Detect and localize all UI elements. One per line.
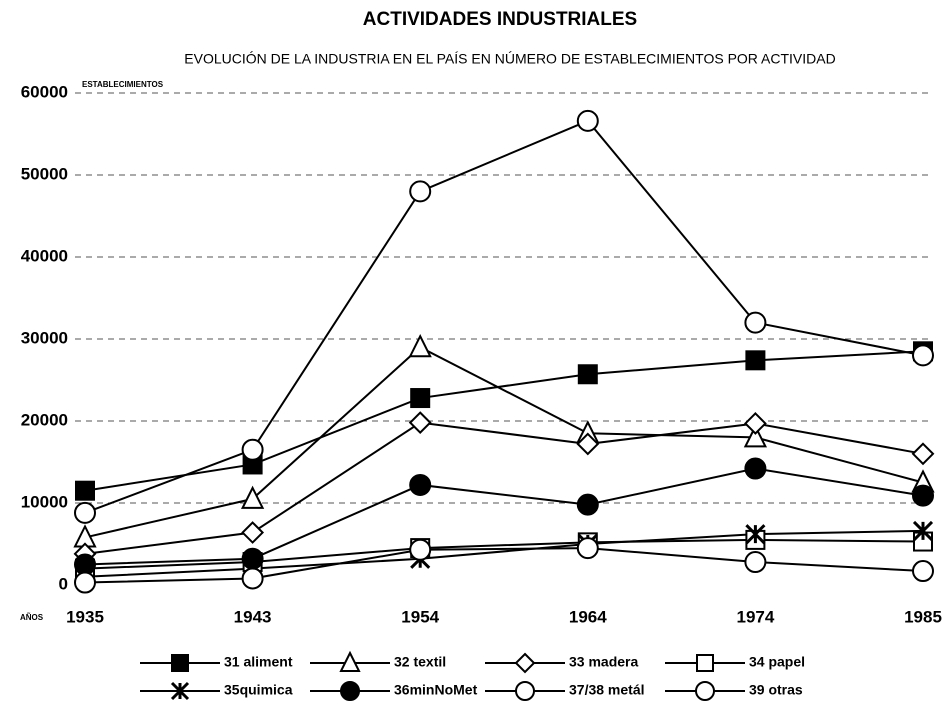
y-tick-label: 40000 — [21, 246, 68, 265]
marker — [744, 311, 767, 334]
marker — [912, 520, 934, 541]
marker — [514, 652, 536, 674]
series-line — [84, 345, 924, 539]
marker — [171, 654, 189, 672]
marker — [744, 457, 767, 480]
marker — [745, 350, 766, 371]
marker — [745, 524, 766, 545]
marker — [74, 501, 96, 524]
marker — [339, 650, 361, 672]
marker — [576, 109, 599, 132]
y-tick-label: 20000 — [21, 410, 68, 429]
y-tick-label: 50000 — [21, 164, 68, 183]
marker — [912, 484, 934, 507]
x-tick-label: 1985 — [904, 607, 942, 626]
x-tick-label: 1974 — [736, 607, 774, 626]
y-tick-label: 30000 — [21, 328, 68, 347]
marker — [577, 364, 598, 385]
marker — [743, 412, 767, 435]
legend-label: 34 papel — [749, 654, 805, 670]
x-axis-label: AÑOS — [20, 613, 44, 622]
legend-label: 35quimica — [224, 682, 293, 698]
marker — [241, 438, 264, 461]
marker — [912, 560, 934, 583]
marker — [911, 442, 935, 466]
chart-title: ACTIVIDADES INDUSTRIALES — [363, 9, 637, 30]
series-line — [84, 350, 924, 492]
y-tick-label: 10000 — [21, 492, 68, 511]
marker — [241, 547, 264, 570]
marker — [409, 538, 432, 561]
legend-label: 39 otras — [749, 682, 803, 698]
marker — [241, 521, 265, 544]
marker — [696, 654, 714, 672]
x-tick-label: 1943 — [234, 607, 272, 626]
marker — [695, 681, 715, 701]
marker — [744, 551, 767, 574]
marker — [743, 424, 768, 448]
marker — [340, 681, 360, 701]
series-line — [84, 547, 924, 584]
legend-label: 37/38 metál — [569, 682, 645, 698]
marker — [515, 681, 535, 701]
legend-label: 32 textil — [394, 654, 446, 670]
y-tick-label: 0 — [59, 574, 68, 593]
x-tick-label: 1935 — [66, 607, 104, 626]
chart-subtitle: EVOLUCIÓN DE LA INDUSTRIA EN EL PAÍS EN … — [184, 51, 835, 67]
series-line — [84, 421, 924, 555]
y-axis-label: ESTABLECIMIENTOS — [82, 80, 164, 89]
legend-label: 33 madera — [569, 654, 638, 670]
y-tick-label: 60000 — [21, 82, 68, 101]
marker — [576, 432, 600, 456]
series-line — [84, 529, 924, 578]
marker — [409, 180, 432, 203]
marker — [74, 553, 96, 576]
marker — [410, 388, 431, 409]
series-line — [84, 538, 924, 570]
marker — [240, 485, 265, 509]
marker — [912, 344, 934, 367]
marker — [75, 480, 95, 501]
legend-label: 31 aliment — [224, 654, 293, 670]
series-line — [84, 467, 924, 566]
marker — [576, 493, 599, 516]
marker — [409, 473, 432, 496]
marker — [408, 333, 432, 358]
marker — [408, 411, 432, 435]
x-tick-label: 1964 — [569, 607, 607, 626]
x-tick-label: 1954 — [401, 607, 439, 626]
marker — [74, 571, 96, 594]
marker — [576, 537, 599, 560]
marker — [170, 681, 190, 701]
marker — [241, 567, 264, 590]
series-line — [84, 119, 924, 514]
legend-label: 36minNoMet — [394, 682, 478, 698]
